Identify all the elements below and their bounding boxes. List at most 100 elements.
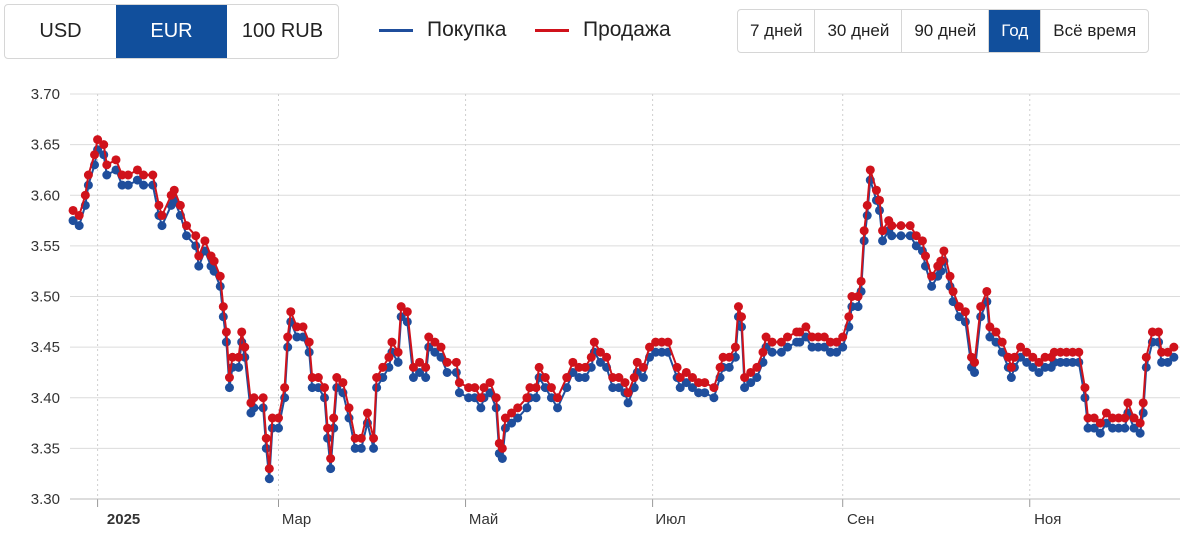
sell-point bbox=[1135, 418, 1145, 428]
buy-point bbox=[513, 413, 523, 423]
buy-point bbox=[838, 342, 848, 352]
sell-point bbox=[1080, 383, 1090, 393]
sell-point bbox=[332, 373, 342, 382]
sell-point bbox=[421, 362, 431, 372]
sell-point bbox=[1028, 352, 1038, 362]
sell-point bbox=[623, 388, 633, 398]
y-tick-label: 3.60 bbox=[31, 187, 60, 204]
period-tab-all[interactable]: Всё время bbox=[1040, 10, 1148, 52]
x-tick-label: Ноя bbox=[1034, 511, 1061, 528]
sell-line bbox=[72, 137, 1175, 469]
sell-point bbox=[663, 337, 673, 347]
buy-point bbox=[776, 347, 786, 357]
sell-point bbox=[154, 200, 164, 210]
legend-buy[interactable]: Покупка bbox=[379, 18, 506, 42]
sell-point bbox=[758, 347, 768, 357]
sell-point bbox=[1034, 357, 1044, 367]
sell-point bbox=[424, 332, 434, 342]
buy-point bbox=[1135, 428, 1145, 438]
buy-point bbox=[157, 221, 167, 231]
sell-point bbox=[1101, 408, 1111, 418]
sell-point bbox=[948, 286, 958, 296]
buy-point bbox=[740, 383, 750, 393]
sell-point bbox=[997, 337, 1007, 347]
sell-point bbox=[871, 185, 881, 195]
sell-point bbox=[1138, 398, 1148, 408]
buy-point bbox=[507, 418, 517, 428]
buy-point bbox=[752, 373, 762, 382]
buy-line-icon bbox=[379, 28, 413, 32]
buy-point bbox=[638, 373, 648, 382]
sell-point bbox=[878, 226, 888, 236]
currency-tab-eur[interactable]: EUR bbox=[116, 5, 227, 58]
sell-point bbox=[917, 236, 927, 246]
buy-point bbox=[102, 170, 112, 180]
sell-point bbox=[1120, 413, 1130, 423]
buy-point bbox=[430, 347, 440, 357]
sell-point bbox=[562, 373, 572, 382]
buy-point bbox=[139, 180, 149, 190]
buy-point bbox=[1129, 423, 1139, 433]
buy-point bbox=[623, 398, 633, 408]
sell-point bbox=[675, 373, 685, 382]
sell-point bbox=[534, 362, 544, 372]
y-tick-label: 3.50 bbox=[31, 289, 60, 306]
sell-point bbox=[709, 383, 719, 393]
sell-point bbox=[595, 347, 605, 357]
sell-point bbox=[93, 135, 103, 145]
x-tick-label: Июл bbox=[655, 511, 685, 528]
sell-point bbox=[687, 373, 697, 382]
sell-point bbox=[1022, 347, 1032, 357]
sell-point bbox=[672, 362, 682, 372]
sell-point bbox=[522, 393, 532, 403]
legend-sell[interactable]: Продажа bbox=[535, 18, 671, 42]
buy-point bbox=[687, 383, 697, 393]
sell-point bbox=[221, 327, 231, 337]
sell-point bbox=[507, 408, 517, 418]
period-tab-7d[interactable]: 7 дней bbox=[750, 21, 803, 40]
sell-point bbox=[393, 347, 403, 357]
sell-point bbox=[387, 337, 397, 347]
sell-point bbox=[629, 373, 639, 382]
buy-point bbox=[264, 474, 274, 484]
sell-point bbox=[479, 383, 489, 393]
buy-point bbox=[580, 373, 590, 382]
buy-point bbox=[878, 236, 888, 246]
sell-point bbox=[454, 378, 464, 388]
sell-point bbox=[1123, 398, 1133, 408]
period-tab-30d[interactable]: 30 дней bbox=[814, 10, 901, 52]
sell-point bbox=[485, 378, 495, 388]
legend-buy-label: Покупка bbox=[427, 18, 507, 41]
currency-tab-usd[interactable]: USD bbox=[39, 20, 82, 42]
buy-point bbox=[1022, 357, 1032, 367]
buy-point bbox=[1163, 357, 1173, 367]
buy-point bbox=[74, 221, 84, 231]
sell-point bbox=[700, 378, 710, 388]
sell-point bbox=[384, 352, 394, 362]
sell-point bbox=[224, 373, 234, 382]
sell-point bbox=[338, 378, 348, 388]
buy-point bbox=[1138, 408, 1148, 418]
x-tick-label: Сен bbox=[847, 511, 874, 528]
sell-point bbox=[157, 211, 167, 220]
period-tab-year[interactable]: Год bbox=[988, 10, 1041, 52]
sell-point bbox=[1129, 413, 1139, 423]
sell-point bbox=[1154, 327, 1164, 337]
sell-point bbox=[838, 332, 848, 342]
sell-point bbox=[568, 357, 578, 367]
sell-point bbox=[982, 286, 992, 296]
sell-point bbox=[80, 190, 90, 200]
period-tab-90d[interactable]: 90 дней bbox=[901, 10, 988, 52]
sell-point bbox=[430, 337, 440, 347]
sell-point bbox=[215, 271, 225, 281]
sell-point bbox=[436, 342, 446, 352]
sell-point bbox=[936, 256, 946, 266]
currency-tab-100rub[interactable]: 100 RUB bbox=[241, 20, 324, 42]
buy-point bbox=[393, 357, 403, 367]
sell-point bbox=[442, 357, 452, 367]
y-tick-label: 3.55 bbox=[31, 238, 60, 255]
currency-selector: USD EUR 100 RUB bbox=[4, 4, 339, 59]
buy-point bbox=[853, 302, 863, 312]
sell-point bbox=[356, 433, 366, 443]
sell-point bbox=[451, 357, 461, 367]
